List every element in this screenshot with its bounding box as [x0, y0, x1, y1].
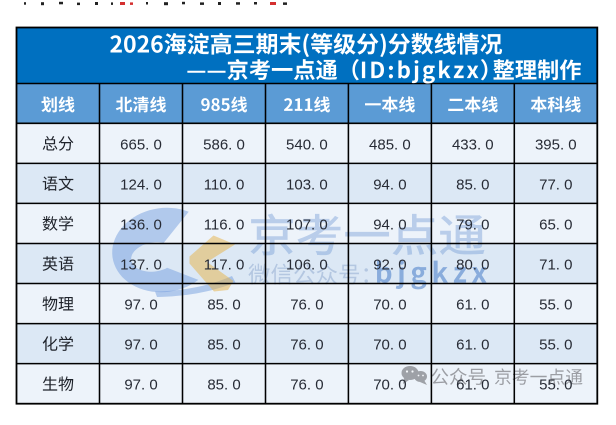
svg-text:85. 0: 85. 0: [456, 176, 489, 193]
svg-text:103. 0: 103. 0: [286, 176, 328, 193]
svg-text:136. 0: 136. 0: [120, 216, 162, 233]
svg-text:76. 0: 76. 0: [290, 297, 323, 314]
svg-text:76. 0: 76. 0: [290, 377, 323, 394]
svg-text:55. 0: 55. 0: [539, 337, 572, 354]
svg-text:70. 0: 70. 0: [373, 337, 406, 354]
svg-text:94. 0: 94. 0: [373, 176, 406, 193]
svg-text:71. 0: 71. 0: [539, 257, 572, 274]
svg-text:70. 0: 70. 0: [373, 377, 406, 394]
svg-text:79. 0: 79. 0: [456, 216, 489, 233]
svg-text:85. 0: 85. 0: [207, 337, 240, 354]
svg-text:433. 0: 433. 0: [452, 136, 494, 153]
svg-text:94. 0: 94. 0: [373, 216, 406, 233]
svg-text:61. 0: 61. 0: [456, 377, 489, 394]
svg-text:97. 0: 97. 0: [124, 337, 157, 354]
svg-text:107. 0: 107. 0: [286, 216, 328, 233]
svg-text:97. 0: 97. 0: [124, 377, 157, 394]
svg-text:137. 0: 137. 0: [120, 257, 162, 274]
svg-text:124. 0: 124. 0: [120, 176, 162, 193]
svg-text:395. 0: 395. 0: [535, 136, 577, 153]
svg-text:665. 0: 665. 0: [120, 136, 162, 153]
svg-text:116. 0: 116. 0: [204, 216, 245, 233]
svg-text:117. 0: 117. 0: [204, 257, 245, 274]
svg-text:65. 0: 65. 0: [539, 216, 572, 233]
svg-text:80. 0: 80. 0: [456, 257, 489, 274]
svg-text:55. 0: 55. 0: [539, 377, 572, 394]
svg-text:85. 0: 85. 0: [207, 377, 240, 394]
svg-text:110. 0: 110. 0: [204, 176, 245, 193]
svg-text:61. 0: 61. 0: [456, 297, 489, 314]
svg-text:85. 0: 85. 0: [207, 297, 240, 314]
svg-text:485. 0: 485. 0: [369, 136, 411, 153]
svg-text:55. 0: 55. 0: [539, 297, 572, 314]
svg-text:97. 0: 97. 0: [124, 297, 157, 314]
svg-text:70. 0: 70. 0: [373, 297, 406, 314]
svg-text:61. 0: 61. 0: [456, 337, 489, 354]
svg-text:106. 0: 106. 0: [286, 257, 328, 274]
svg-text:540. 0: 540. 0: [286, 136, 328, 153]
svg-text:92. 0: 92. 0: [373, 257, 406, 274]
svg-text:76. 0: 76. 0: [290, 337, 323, 354]
svg-text:586. 0: 586. 0: [203, 136, 245, 153]
svg-text:77. 0: 77. 0: [539, 176, 572, 193]
